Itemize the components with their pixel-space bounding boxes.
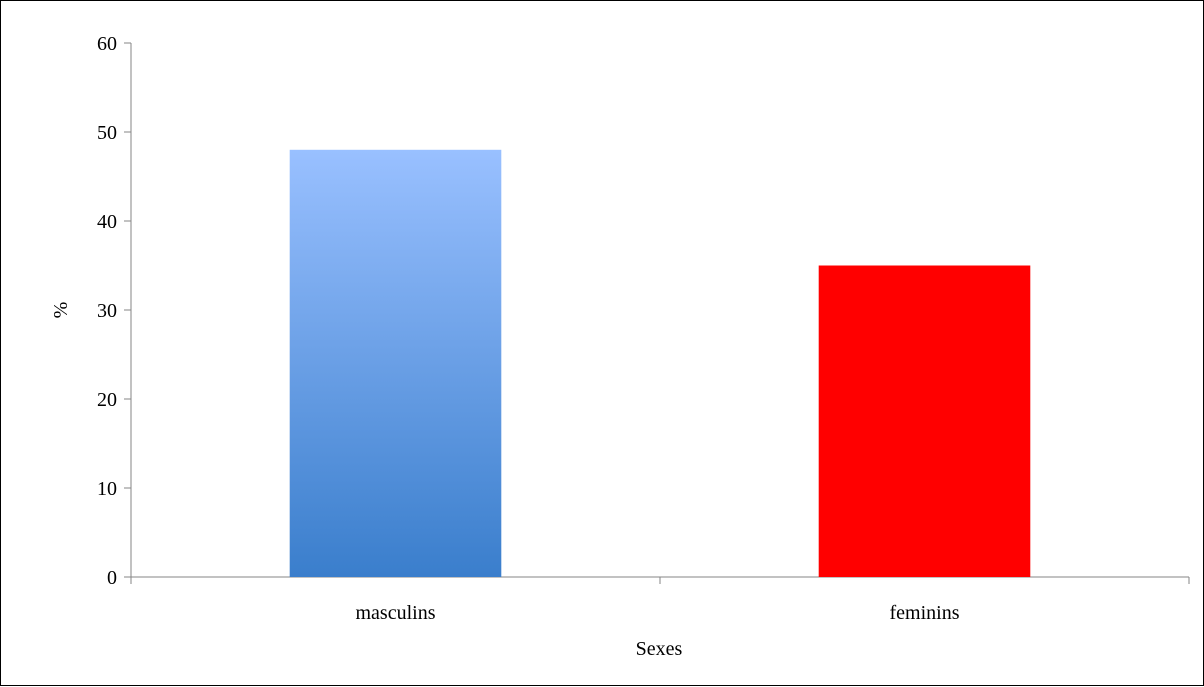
bar-masculins [289,149,502,578]
x-axis: masculins feminins [130,576,1190,624]
y-tick-label: 0 [107,567,117,589]
x-axis-title: Sexes [636,638,683,660]
y-tick-label: 30 [97,300,117,322]
y-axis-title: % [50,302,72,319]
y-tick-label: 50 [97,122,117,144]
x-category-label: feminins [890,602,960,624]
y-tick-label: 20 [97,389,117,411]
y-tick-label: 60 [97,33,117,55]
bars [289,149,1031,578]
y-tick-label: 10 [97,478,117,500]
x-category-label: masculins [356,602,436,624]
y-axis: 0 10 20 30 40 50 60 [97,33,132,589]
bar-feminins [818,265,1031,577]
y-tick-label: 40 [97,211,117,233]
